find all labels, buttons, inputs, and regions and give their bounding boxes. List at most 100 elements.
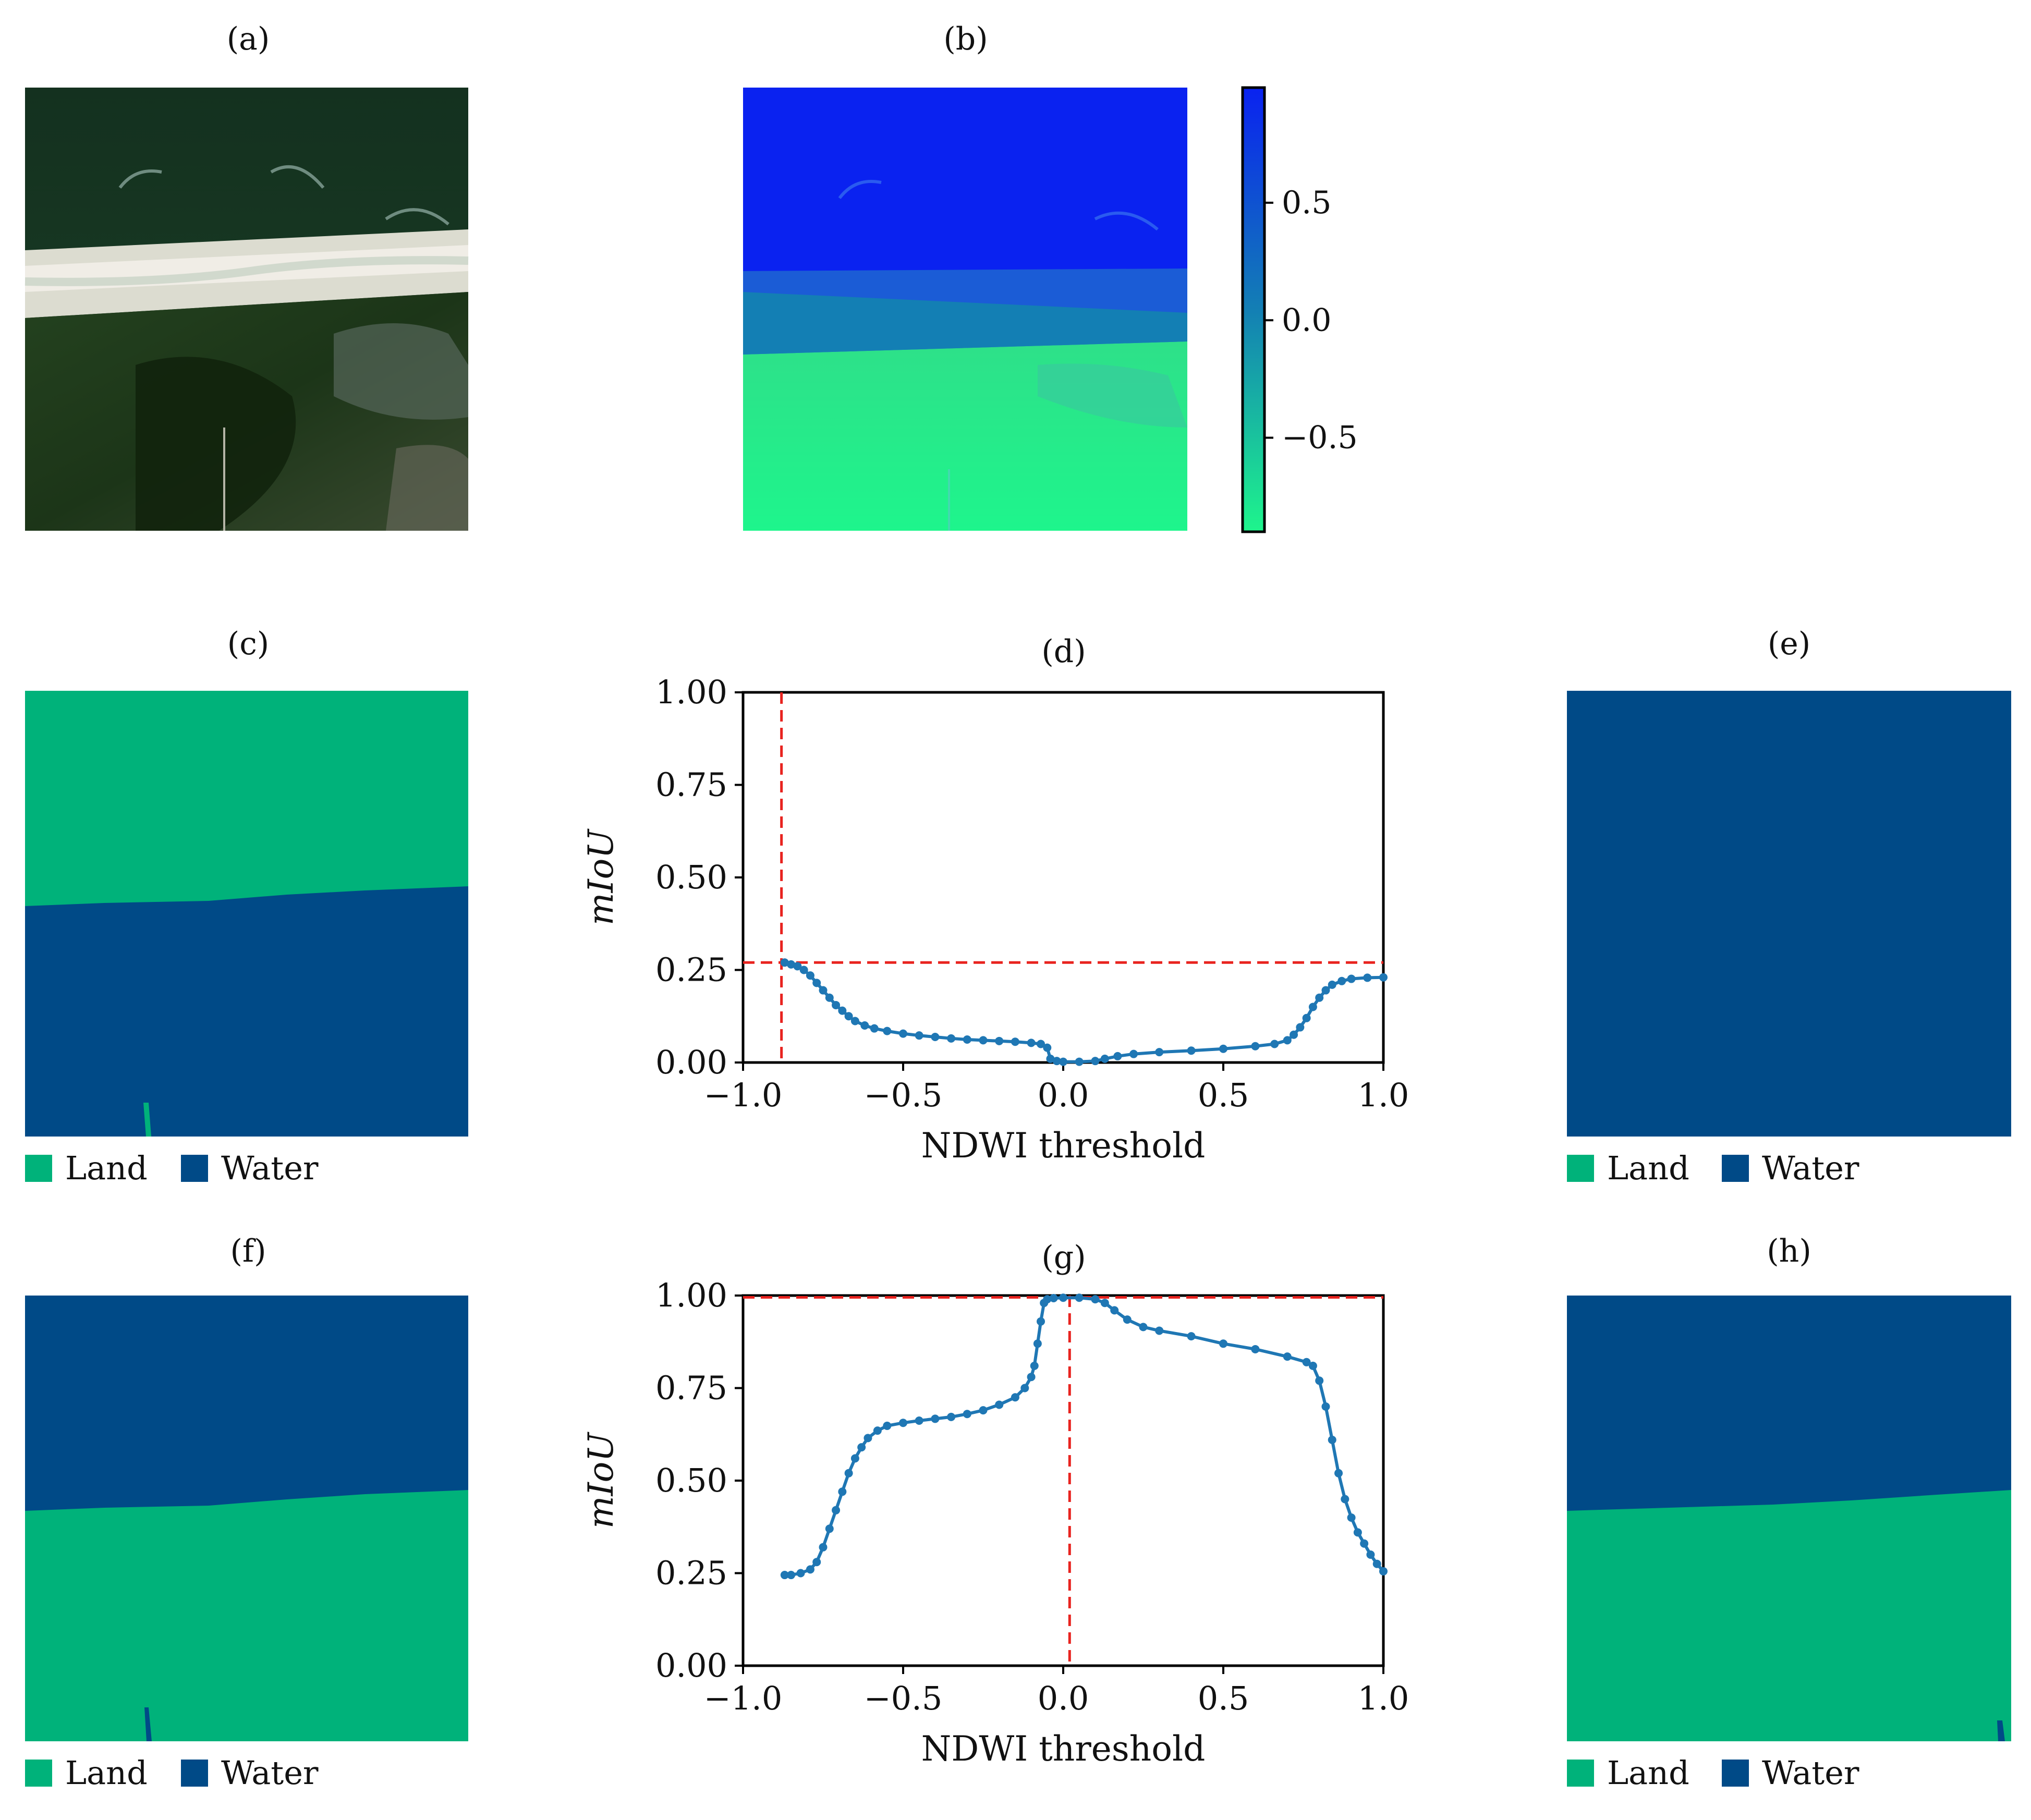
data-point [857, 1443, 866, 1452]
data-point [1290, 1030, 1298, 1039]
legend-f: Land Water [25, 1754, 319, 1792]
data-point [1315, 1376, 1324, 1385]
x-tick-label: 0.0 [1038, 1076, 1089, 1114]
data-point [1155, 1048, 1164, 1057]
legend-land-swatch [25, 1155, 52, 1182]
panel-b-label: (b) [943, 21, 988, 57]
data-point [793, 962, 802, 971]
data-point [979, 1406, 988, 1415]
data-point [1251, 1345, 1260, 1353]
data-point [1046, 1054, 1055, 1063]
data-point [850, 1454, 859, 1463]
legend-land-label: Land [1607, 1754, 1689, 1792]
data-point [812, 1558, 821, 1567]
data-point [1334, 1469, 1343, 1477]
data-point [1091, 1057, 1100, 1066]
y-tick-label: 0.75 [655, 1369, 727, 1407]
data-point [1302, 1358, 1311, 1366]
panel-h-label: (h) [1767, 1233, 1811, 1269]
colorbar-tick-label: 0.0 [1282, 302, 1331, 338]
plot-frame [741, 1294, 1385, 1667]
data-point [1043, 1043, 1052, 1052]
ndwi-image [743, 88, 1187, 531]
legend-land-swatch [1567, 1155, 1594, 1182]
data-point [899, 1029, 907, 1038]
data-point [1328, 1435, 1336, 1444]
data-point [1155, 1326, 1164, 1335]
legend-water-label: Water [1762, 1754, 1859, 1792]
legend-water-swatch [181, 1155, 208, 1182]
data-point [1315, 993, 1324, 1002]
data-point [806, 1565, 814, 1574]
data-point [819, 986, 828, 995]
data-point [1037, 1040, 1045, 1048]
y-axis-label: mIoU [581, 1432, 621, 1529]
colorbar-tick-label: 0.5 [1282, 185, 1331, 221]
data-point [963, 1410, 971, 1419]
prediction-map-f [25, 1296, 468, 1741]
data-point [787, 960, 796, 969]
data-point [1283, 1036, 1292, 1045]
x-tick-label: 0.0 [1038, 1679, 1089, 1717]
data-point [796, 1569, 805, 1578]
prediction-map-c [25, 691, 468, 1137]
data-point [1328, 980, 1336, 989]
legend-water-swatch [181, 1760, 208, 1787]
x-tick-label: 0.5 [1198, 1076, 1249, 1114]
data-point [1139, 1323, 1148, 1332]
legend-water-label: Water [1762, 1149, 1859, 1187]
data-point [1113, 1052, 1122, 1060]
data-point [1347, 1513, 1356, 1522]
y-axis-label: mIoU [581, 828, 621, 925]
data-point [963, 1035, 971, 1044]
data-point [1049, 1293, 1058, 1302]
data-point [915, 1416, 923, 1425]
data-point [1219, 1339, 1227, 1348]
data-point [931, 1033, 940, 1042]
data-point [1030, 1361, 1039, 1370]
y-tick-label: 0.75 [655, 766, 727, 804]
x-tick-label: 1.0 [1358, 1679, 1409, 1717]
data-point [995, 1036, 1004, 1045]
data-point [1321, 986, 1330, 995]
data-point [1075, 1293, 1084, 1302]
x-axis-label: NDWI threshold [921, 1729, 1206, 1769]
data-point [838, 1487, 847, 1496]
data-point [1027, 1373, 1036, 1382]
data-point [1363, 973, 1372, 982]
y-tick-label: 0.50 [655, 858, 727, 896]
data-point [850, 1017, 859, 1025]
chart-d: −1.0 −0.5 0.0 0.5 1.0 0.00 0.25 0.50 0.75 1.00 NDW… [581, 673, 1409, 1166]
data-point [1302, 1013, 1311, 1022]
data-point [1337, 976, 1346, 985]
data-point [860, 1021, 869, 1030]
data-point [883, 1421, 892, 1430]
data-point [812, 979, 821, 987]
ndwi-colorbar: 0.5 0.0 −0.5 [1241, 86, 1358, 533]
chart-g: −1.0 −0.5 0.0 0.5 1.0 0.00 0.25 0.50 0.75 1.00 NDW… [581, 1276, 1409, 1769]
x-tick-label: 0.5 [1198, 1679, 1249, 1717]
data-point [844, 1012, 853, 1021]
data-point [1360, 1539, 1369, 1548]
legend-land-label: Land [65, 1754, 148, 1792]
data-point [832, 1506, 841, 1514]
prediction-map-h [1567, 1296, 2011, 1741]
y-tick-label: 0.25 [655, 951, 727, 989]
data-point [1129, 1049, 1138, 1058]
data-point [1100, 1299, 1109, 1308]
x-tick-label: −0.5 [864, 1076, 943, 1114]
data-point [995, 1400, 1004, 1409]
data-point [1075, 1057, 1084, 1066]
y-tick-label: 0.25 [655, 1554, 727, 1592]
data-point [931, 1414, 940, 1423]
data-point [873, 1426, 882, 1435]
panel-c-label: (c) [227, 626, 269, 662]
data-point [947, 1412, 956, 1421]
colorbar-tick-label: −0.5 [1282, 420, 1358, 456]
data-point [947, 1034, 956, 1043]
data-point [883, 1027, 892, 1035]
data-point [1353, 1528, 1362, 1537]
legend-water-label: Water [221, 1754, 319, 1792]
data-point [1308, 1361, 1317, 1370]
panel-a-label: (a) [227, 21, 270, 57]
